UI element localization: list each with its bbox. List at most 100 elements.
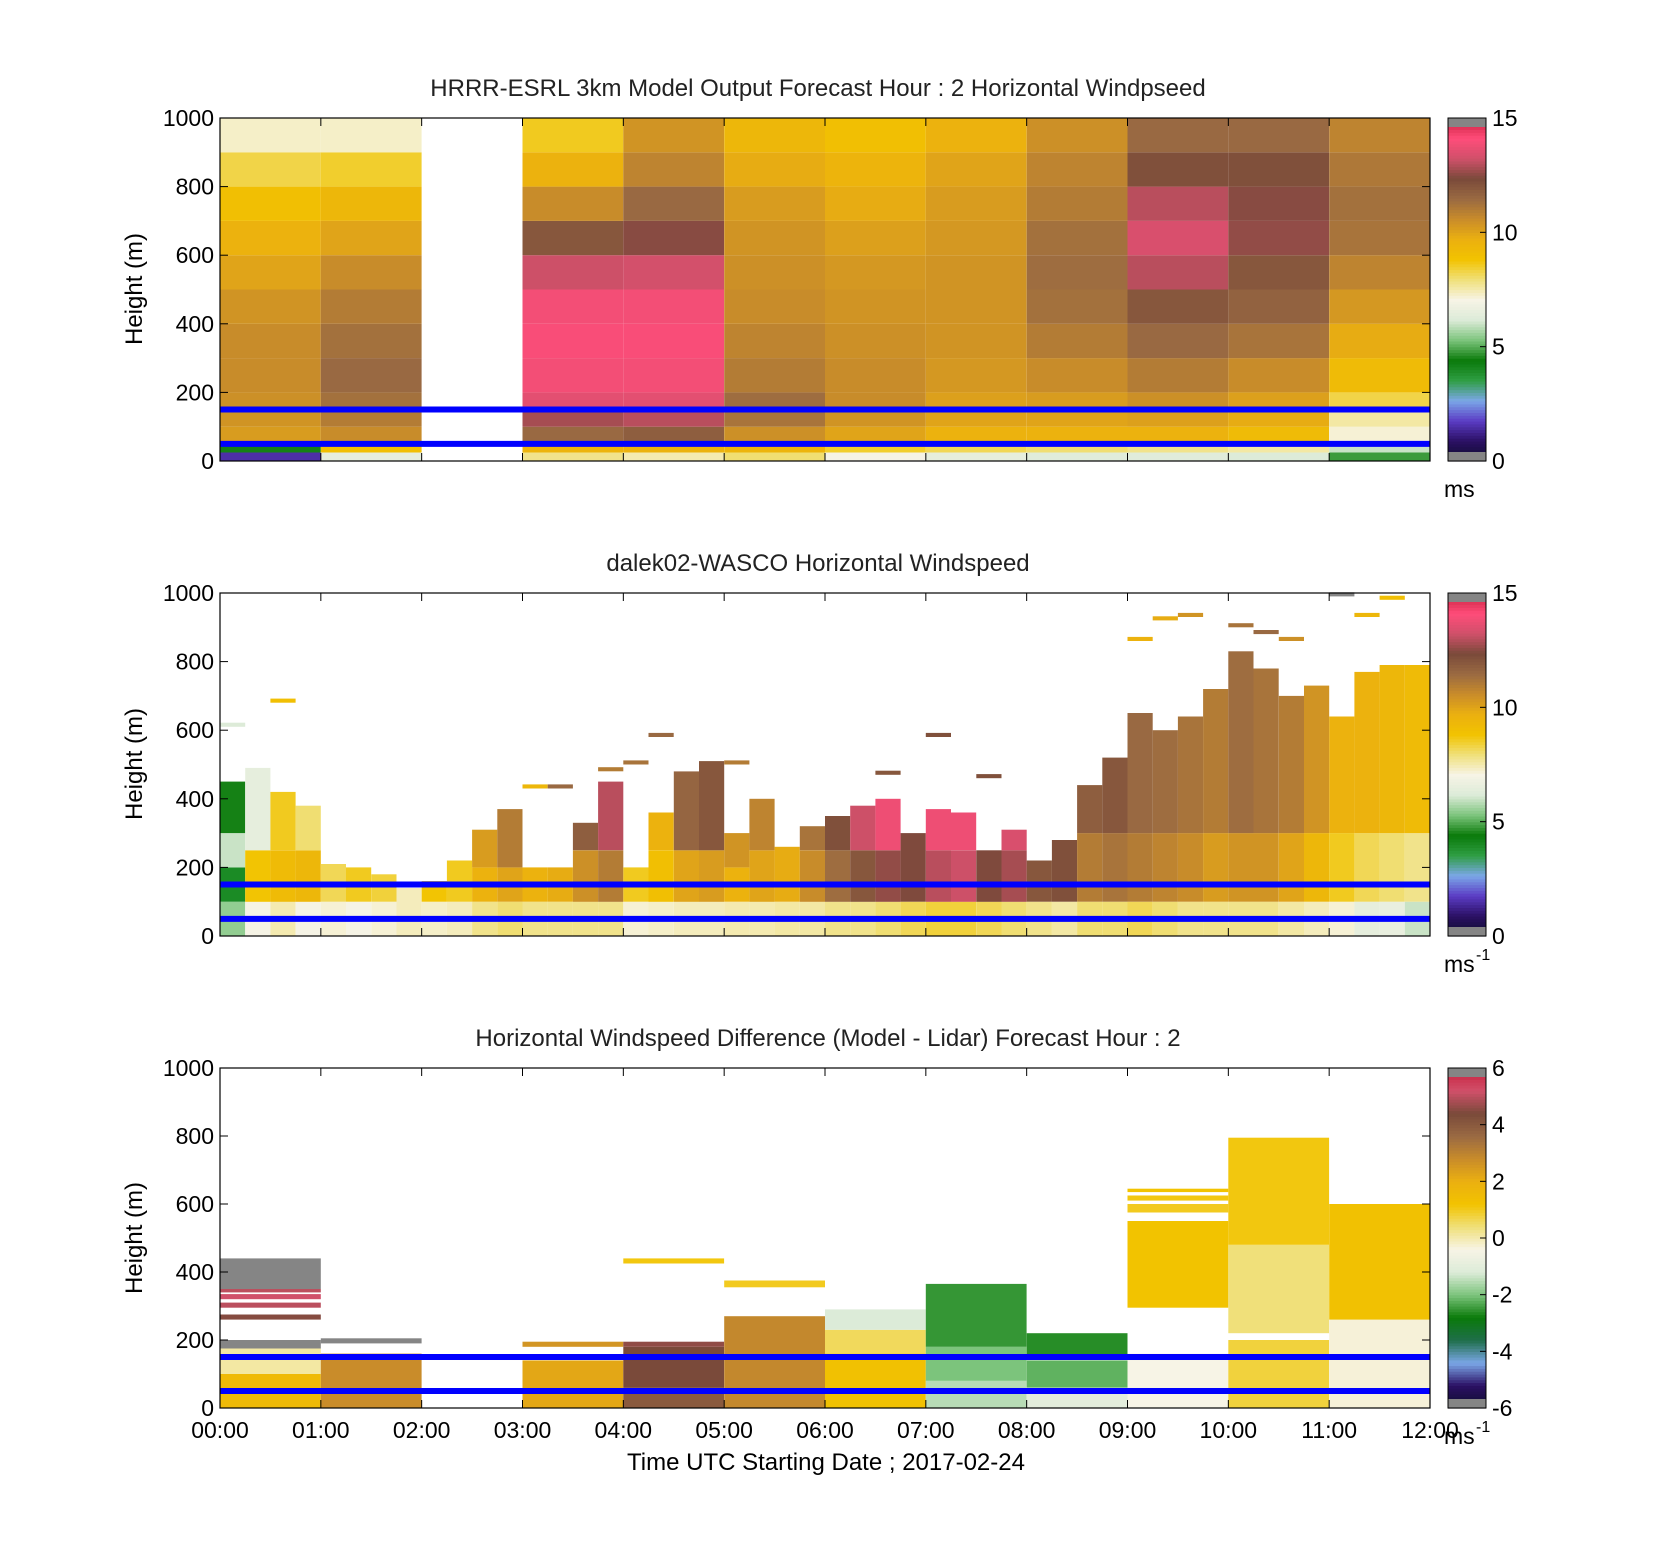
model-cell bbox=[925, 323, 1027, 359]
panel-difference-axes: 0 200 400 600 800 1000 00:00 01:00 02:00 03:00 04:… bbox=[163, 1055, 1459, 1443]
colorbar-segment bbox=[1448, 1311, 1486, 1316]
colorbar-segment bbox=[1448, 1195, 1486, 1199]
model-cell bbox=[522, 255, 624, 290]
colorbar-segment bbox=[1448, 835, 1486, 840]
colorbar-tick-label: 15 bbox=[1492, 580, 1518, 606]
model-cell bbox=[220, 409, 321, 427]
colorbar-segment bbox=[1448, 392, 1486, 396]
model-cell bbox=[522, 186, 624, 221]
colorbar-segment bbox=[1448, 1354, 1486, 1358]
lidar-cell bbox=[1001, 850, 1027, 902]
model-cell bbox=[320, 358, 422, 393]
colorbar-segment bbox=[1448, 1388, 1486, 1392]
model-cell bbox=[1228, 220, 1330, 256]
colorbar-segment bbox=[1448, 1323, 1486, 1327]
model-cell bbox=[623, 255, 725, 290]
colorbar-segment bbox=[1448, 1093, 1486, 1097]
difference-cell bbox=[724, 1280, 825, 1288]
colorbar-under bbox=[1448, 1399, 1486, 1408]
colorbar-segment bbox=[1448, 733, 1486, 737]
colorbar-segment bbox=[1448, 1260, 1486, 1265]
model-cell bbox=[1127, 118, 1229, 153]
colorbar-segment bbox=[1448, 793, 1486, 797]
panel-difference-title: Horizontal Windspeed Difference (Model -… bbox=[475, 1025, 1180, 1052]
y-tick-label: 800 bbox=[176, 649, 214, 675]
model-cell bbox=[623, 323, 725, 359]
model-cell bbox=[724, 426, 825, 444]
model-cell bbox=[320, 443, 422, 453]
model-cell bbox=[1329, 426, 1430, 444]
colorbar-segment bbox=[1448, 898, 1486, 903]
colorbar-segment bbox=[1448, 1303, 1486, 1307]
colorbar-segment bbox=[1448, 240, 1486, 245]
colorbar-segment bbox=[1448, 747, 1486, 751]
colorbar-segment bbox=[1448, 335, 1486, 339]
model-cell bbox=[220, 220, 321, 256]
colorbar-segment bbox=[1448, 784, 1486, 788]
model-cell bbox=[623, 409, 725, 427]
model-cell bbox=[220, 323, 321, 359]
colorbar-segment bbox=[1448, 426, 1486, 431]
y-tick-label: 1000 bbox=[163, 1055, 214, 1081]
colorbar-segment bbox=[1448, 721, 1486, 726]
colorbar-segment bbox=[1448, 380, 1486, 385]
colorbar-segment bbox=[1448, 1082, 1486, 1086]
lidar-isolated-return bbox=[522, 784, 548, 789]
colorbar-segment bbox=[1448, 1113, 1486, 1117]
colorbar-segment bbox=[1448, 338, 1486, 342]
colorbar-segment bbox=[1448, 1255, 1486, 1259]
colorbar-segment bbox=[1448, 423, 1486, 428]
colorbar-segment bbox=[1448, 1102, 1486, 1106]
model-cell bbox=[220, 452, 321, 461]
panel-model-ylabel: Height (m) bbox=[121, 233, 148, 345]
difference-cell bbox=[1329, 1204, 1430, 1320]
colorbar-segment bbox=[1448, 126, 1486, 131]
panel-difference-ylabel: Height (m) bbox=[121, 1182, 148, 1294]
lidar-cell bbox=[295, 850, 321, 902]
colorbar-segment bbox=[1448, 735, 1486, 740]
model-cell bbox=[1026, 358, 1128, 393]
colorbar-segment bbox=[1448, 140, 1486, 145]
difference-cell bbox=[1127, 1204, 1229, 1213]
colorbar-segment bbox=[1448, 398, 1486, 402]
difference-cell bbox=[925, 1380, 1027, 1408]
colorbar-segment bbox=[1448, 309, 1486, 313]
colorbar-segment bbox=[1448, 318, 1486, 322]
model-cell bbox=[1329, 443, 1430, 453]
model-cell bbox=[1026, 118, 1128, 153]
panel-model: HRRR-ESRL 3km Model Output Forecast Hour… bbox=[121, 75, 1518, 502]
colorbar-segment bbox=[1448, 443, 1486, 448]
colorbar-segment bbox=[1448, 1246, 1486, 1250]
colorbar-segment bbox=[1448, 878, 1486, 883]
colorbar-segment bbox=[1448, 613, 1486, 617]
lidar-cell bbox=[673, 771, 699, 851]
colorbar-segment bbox=[1448, 638, 1486, 643]
colorbar-segment bbox=[1448, 1379, 1486, 1384]
lidar-cell bbox=[446, 860, 473, 902]
colorbar-segment bbox=[1448, 1283, 1486, 1287]
colorbar-segment bbox=[1448, 741, 1486, 746]
colorbar-segment bbox=[1448, 183, 1486, 188]
colorbar-segment bbox=[1448, 913, 1486, 917]
colorbar-segment bbox=[1448, 1167, 1486, 1171]
model-cell bbox=[1127, 409, 1229, 427]
model-cell bbox=[623, 152, 725, 187]
colorbar-segment bbox=[1448, 730, 1486, 734]
colorbar-segment bbox=[1448, 621, 1486, 626]
colorbar-segment bbox=[1448, 807, 1486, 811]
lidar-cell bbox=[799, 826, 825, 851]
colorbar-segment bbox=[1448, 283, 1486, 288]
colorbar-segment bbox=[1448, 1209, 1486, 1214]
colorbar-unit: ms bbox=[1444, 951, 1475, 977]
colorbar-segment bbox=[1448, 1090, 1486, 1095]
colorbar-segment bbox=[1448, 378, 1486, 382]
model-cell bbox=[1228, 289, 1330, 324]
colorbar-segment bbox=[1448, 1368, 1486, 1372]
colorbar-segment bbox=[1448, 1274, 1486, 1279]
colorbar-segment bbox=[1448, 269, 1486, 273]
panel-lidar-colorbar: 0 5 10 15 ms -1 bbox=[1444, 580, 1518, 977]
colorbar-segment bbox=[1448, 755, 1486, 760]
lidar-isolated-return bbox=[1152, 616, 1178, 621]
colorbar-segment bbox=[1448, 440, 1486, 445]
difference-cell bbox=[1228, 1137, 1330, 1245]
